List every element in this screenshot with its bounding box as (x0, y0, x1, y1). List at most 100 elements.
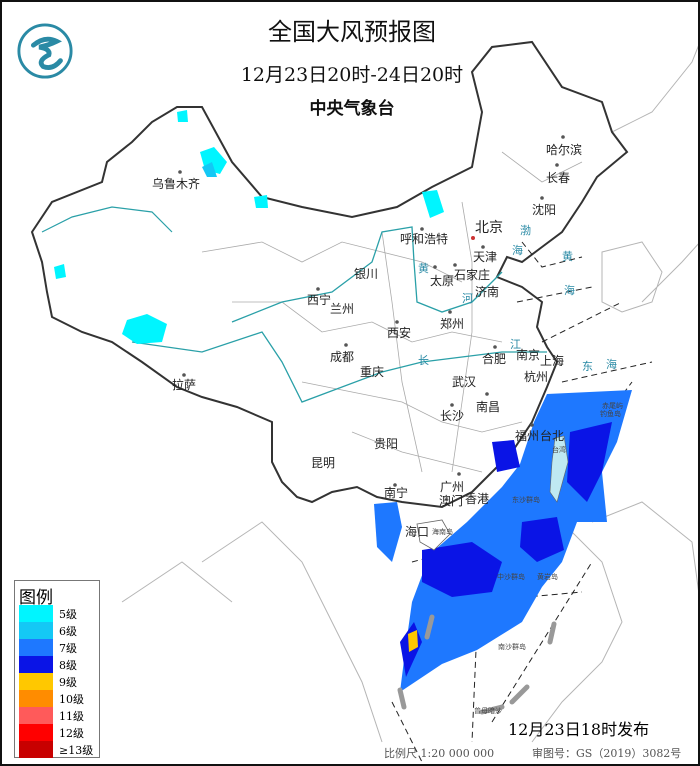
island-label: 钓鱼岛 (600, 409, 621, 418)
hainan-island (416, 519, 451, 551)
legend-swatch (19, 707, 53, 724)
river-label: 江 (510, 338, 521, 351)
city-label: 银川 (354, 267, 378, 281)
city-label: 贵阳 (374, 437, 398, 451)
legend-swatch (19, 673, 53, 690)
legend-swatch (19, 605, 53, 622)
legend-label: 10级 (59, 692, 84, 706)
map-title: 全国大风预报图 (268, 18, 436, 46)
city-label: 杭州 (524, 369, 548, 384)
city-label: 昆明 (311, 456, 335, 470)
legend-swatch (19, 741, 53, 758)
legend-swatch (19, 690, 53, 707)
city-label: 广州 (440, 480, 464, 494)
city-label: 长春 (546, 171, 570, 185)
legend-title: 图例 (19, 588, 53, 608)
city-label: 乌鲁木齐 (152, 176, 200, 191)
issue-time: 12月23日18时发布 (508, 720, 650, 739)
cma-logo (17, 23, 73, 79)
river-yellow (231, 226, 503, 323)
city-label: 呼和浩特 (400, 231, 448, 246)
sea-label: 东 (582, 360, 593, 373)
river-label: 长 (418, 354, 429, 367)
china-outline (30, 40, 629, 509)
city-label: 武汉 (452, 375, 476, 389)
legend-item: 6级 (15, 622, 99, 639)
taiwan-island (549, 435, 569, 503)
city-label: 合肥 (482, 351, 506, 366)
legend-label: 7级 (59, 641, 77, 655)
city-label: 南京 (516, 347, 540, 362)
island-label: 东沙群岛 (512, 495, 540, 504)
island-label: 黄岩岛 (537, 572, 558, 581)
city-label: 哈尔滨 (546, 142, 582, 157)
sea-labels: 渤 海 黄 海 东 海 长 江 黄 河 (418, 224, 617, 373)
wind-level-9 (408, 630, 418, 652)
city-label: 海口 (405, 524, 429, 539)
neighbor-coastline (121, 45, 698, 743)
sea-label: 海 (606, 357, 617, 371)
legend: 图例 5级 6级 7级 8级 9级 10级 11级 12级 ≥13级 (14, 580, 100, 758)
legend-item: 5级 (15, 605, 99, 622)
legend-label: 11级 (59, 709, 84, 723)
legend-label: 8级 (59, 658, 77, 672)
city-dots (178, 135, 565, 487)
city-label: 长沙 (440, 409, 464, 423)
sea-label: 黄 (562, 249, 573, 263)
island-label: 台湾 (552, 445, 566, 454)
wind-level-6 (202, 162, 217, 177)
issuer: 中央气象台 (309, 99, 395, 119)
island-label: 曾母暗沙 (474, 706, 502, 715)
city-label: 南宁 (384, 485, 408, 500)
legend-item: ≥13级 (15, 741, 99, 758)
city-label: 石家庄 (454, 267, 490, 282)
map-review-number: 审图号：GS（2019）3082号 (532, 747, 682, 760)
wind-level-8 (400, 422, 612, 677)
sea-label: 渤 (520, 224, 531, 237)
legend-label: 9级 (59, 675, 77, 689)
province-borders (201, 151, 583, 473)
river-label: 河 (462, 292, 473, 305)
city-label: 太原 (430, 273, 454, 288)
city-label: 拉萨 (172, 377, 196, 392)
city-labels: 乌鲁木齐 哈尔滨 长春 沈阳 北京 呼和浩特 天津 石家庄 太原 济南 银川 西… (152, 142, 582, 539)
legend-swatch (19, 656, 53, 673)
city-label: 澳门 (439, 493, 463, 508)
city-label: 西安 (387, 325, 411, 340)
city-label: 重庆 (360, 365, 384, 379)
city-label: 天津 (473, 250, 497, 264)
city-label: 成都 (330, 350, 354, 364)
sea-label: 海 (564, 283, 575, 297)
city-label: 北京 (475, 220, 503, 236)
river-tarim (41, 206, 173, 233)
city-label: 上海 (540, 353, 564, 368)
legend-label: 12级 (59, 726, 84, 740)
legend-item: 8级 (15, 656, 99, 673)
island-label: 赤尾屿 (602, 401, 623, 410)
island-label: 中沙群岛 (497, 572, 525, 581)
legend-swatch (19, 622, 53, 639)
city-label: 台北 (540, 428, 564, 443)
island-labels: 台湾 东沙群岛 中沙群岛 黄岩岛 南沙群岛 曾母暗沙 钓鱼岛 赤尾屿 海南岛 (432, 401, 623, 715)
city-label: 西宁 (307, 292, 331, 307)
city-label: 郑州 (440, 316, 464, 331)
river-label: 黄 (418, 261, 429, 275)
legend-item: 11级 (15, 707, 99, 724)
legend-item: 12级 (15, 724, 99, 741)
city-label: 香港 (465, 492, 489, 506)
legend-swatch (19, 639, 53, 656)
city-label: 南昌 (476, 399, 500, 414)
legend-label: ≥13级 (59, 743, 94, 757)
forecast-period: 12月23日20时-24日20时 (240, 64, 464, 86)
legend-item: 9级 (15, 673, 99, 690)
legend-swatch (19, 724, 53, 741)
island-chain-marks (397, 614, 557, 715)
city-label: 兰州 (330, 302, 354, 316)
legend-label: 5级 (59, 607, 77, 621)
city-label: 沈阳 (532, 202, 556, 217)
island-label: 海南岛 (432, 527, 453, 536)
map-scale: 比例尺 1:20 000 000 (384, 747, 495, 760)
river-yangtze (131, 331, 547, 403)
